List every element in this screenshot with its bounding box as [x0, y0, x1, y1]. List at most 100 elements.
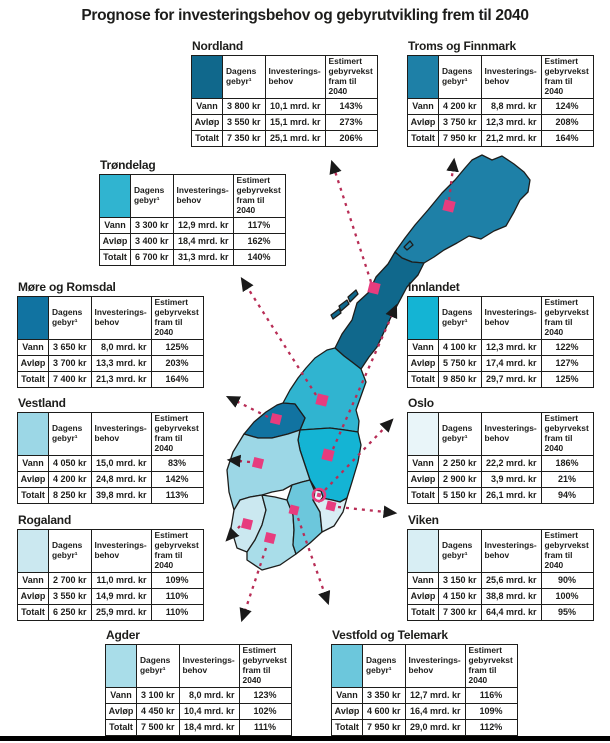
- cell-gebyr: 3 700 kr: [48, 354, 92, 372]
- row-label-avlop: Avløp: [17, 587, 49, 605]
- col-header-vekst: Estimert gebyrvekst fram til 2040: [540, 296, 594, 340]
- col-header-behov: Investerings-behov: [90, 296, 152, 340]
- arrow-to-oslo-table: [324, 418, 394, 491]
- cell-vekst: 127%: [540, 354, 594, 372]
- col-header-vekst: Estimert gebyrvekst fram til 2040: [150, 412, 204, 456]
- col-header-behov: Investerings-behov: [90, 529, 152, 573]
- cell-vekst: 125%: [150, 338, 204, 356]
- cell-gebyr: 7 950 kr: [362, 718, 406, 736]
- cell-behov: 25,6 mrd. kr: [480, 571, 542, 589]
- col-header-vekst: Estimert gebyrvekst fram til 2040: [540, 412, 594, 456]
- arrow-to-viken-table: [337, 505, 398, 519]
- cell-behov: 31,3 mrd. kr: [172, 248, 234, 266]
- region-color-swatch: [407, 55, 439, 99]
- cell-gebyr: 7 300 kr: [438, 603, 482, 621]
- region-block-agder: Agder Dagens gebyr¹ Investerings-behov E…: [105, 628, 292, 736]
- region-block-rogaland: Rogaland Dagens gebyr¹ Investerings-beho…: [17, 513, 204, 621]
- col-header-behov: Investerings-behov: [178, 644, 240, 688]
- cell-vekst: 122%: [540, 338, 594, 356]
- cell-vekst: 112%: [464, 718, 518, 736]
- row-label-avlop: Avløp: [407, 354, 439, 372]
- cell-behov: 29,0 mrd. kr: [404, 718, 466, 736]
- cell-behov: 18,4 mrd. kr: [178, 718, 240, 736]
- arrow-to-nordland-table: [329, 159, 373, 283]
- region-table: Dagens gebyr¹ Investerings-behov Estimer…: [331, 644, 518, 736]
- col-header-vekst: Estimert gebyrvekst fram til 2040: [540, 529, 594, 573]
- region-color-swatch: [407, 296, 439, 340]
- map-island: [347, 289, 359, 303]
- cell-behov: 13,3 mrd. kr: [90, 354, 152, 372]
- region-title: Møre og Romsdal: [18, 280, 116, 294]
- map-markers: [240, 199, 456, 545]
- cell-behov: 10,1 mrd. kr: [264, 97, 326, 115]
- region-block-viken: Viken Dagens gebyr¹ Investerings-behov E…: [407, 513, 594, 621]
- cell-behov: 11,0 mrd. kr: [90, 571, 152, 589]
- cell-vekst: 95%: [540, 603, 594, 621]
- cell-gebyr: 3 550 kr: [48, 587, 92, 605]
- row-label-vann: Vann: [407, 97, 439, 115]
- cell-gebyr: 7 500 kr: [136, 718, 180, 736]
- region-block-troms-og-finnmark: Troms og Finnmark Dagens gebyr¹ Invester…: [407, 39, 594, 147]
- cell-vekst: 116%: [464, 686, 518, 704]
- col-header-behov: Investerings-behov: [480, 55, 542, 99]
- col-header-vekst: Estimert gebyrvekst fram til 2040: [150, 296, 204, 340]
- cell-vekst: 164%: [540, 129, 594, 147]
- col-header-behov: Investerings-behov: [480, 296, 542, 340]
- cell-behov: 14,9 mrd. kr: [90, 587, 152, 605]
- cell-gebyr: 3 350 kr: [362, 686, 406, 704]
- region-color-swatch: [407, 412, 439, 456]
- row-label-avlop: Avløp: [407, 587, 439, 605]
- col-header-gebyr: Dagens gebyr¹: [362, 644, 406, 688]
- marker-vestland: [251, 456, 265, 470]
- map-island: [330, 308, 342, 320]
- col-header-behov: Investerings-behov: [404, 644, 466, 688]
- col-header-vekst: Estimert gebyrvekst fram til 2040: [238, 644, 292, 688]
- row-label-avlop: Avløp: [17, 354, 49, 372]
- region-title: Innlandet: [408, 280, 460, 294]
- arrow-to-troms-table: [446, 157, 459, 201]
- marker-agder: [263, 531, 277, 545]
- row-label-avlop: Avløp: [407, 470, 439, 488]
- row-label-totalt: Totalt: [105, 718, 137, 736]
- cell-vekst: 102%: [238, 702, 292, 720]
- region-color-swatch: [105, 644, 137, 688]
- row-label-totalt: Totalt: [407, 603, 439, 621]
- cell-behov: 12,9 mrd. kr: [172, 216, 234, 234]
- marker-viken: [325, 500, 337, 512]
- cell-behov: 12,3 mrd. kr: [480, 113, 542, 131]
- region-table: Dagens gebyr¹ Investerings-behov Estimer…: [17, 529, 204, 621]
- cell-behov: 25,1 mrd. kr: [264, 129, 326, 147]
- cell-vekst: 109%: [464, 702, 518, 720]
- cell-vekst: 117%: [232, 216, 286, 234]
- cell-behov: 21,3 mrd. kr: [90, 370, 152, 388]
- region-title: Viken: [408, 513, 439, 527]
- region-block-more-og-romsdal: Møre og Romsdal Dagens gebyr¹ Investerin…: [17, 280, 204, 388]
- region-color-swatch: [17, 412, 49, 456]
- cell-behov: 15,1 mrd. kr: [264, 113, 326, 131]
- marker-innlandet: [321, 448, 335, 462]
- region-title: Trøndelag: [100, 158, 156, 172]
- cell-gebyr: 5 150 kr: [438, 486, 482, 504]
- cell-gebyr: 3 550 kr: [222, 113, 266, 131]
- col-header-gebyr: Dagens gebyr¹: [438, 529, 482, 573]
- col-header-behov: Investerings-behov: [90, 412, 152, 456]
- arrow-to-trondelag-table: [240, 277, 317, 396]
- map-arrows: [225, 157, 459, 623]
- cell-gebyr: 9 850 kr: [438, 370, 482, 388]
- cell-gebyr: 4 100 kr: [438, 338, 482, 356]
- row-label-totalt: Totalt: [17, 486, 49, 504]
- region-table: Dagens gebyr¹ Investerings-behov Estimer…: [407, 529, 594, 621]
- cell-gebyr: 8 250 kr: [48, 486, 92, 504]
- cell-vekst: 164%: [150, 370, 204, 388]
- row-label-totalt: Totalt: [99, 248, 131, 266]
- row-label-vann: Vann: [99, 216, 131, 234]
- marker-troms: [442, 199, 456, 213]
- region-color-swatch: [99, 174, 131, 218]
- region-table: Dagens gebyr¹ Investerings-behov Estimer…: [17, 296, 204, 388]
- row-label-vann: Vann: [17, 454, 49, 472]
- region-block-vestfold-og-telemark: Vestfold og Telemark Dagens gebyr¹ Inves…: [331, 628, 518, 736]
- col-header-vekst: Estimert gebyrvekst fram til 2040: [150, 529, 204, 573]
- region-color-swatch: [191, 55, 223, 99]
- row-label-vann: Vann: [407, 571, 439, 589]
- cell-gebyr: 7 400 kr: [48, 370, 92, 388]
